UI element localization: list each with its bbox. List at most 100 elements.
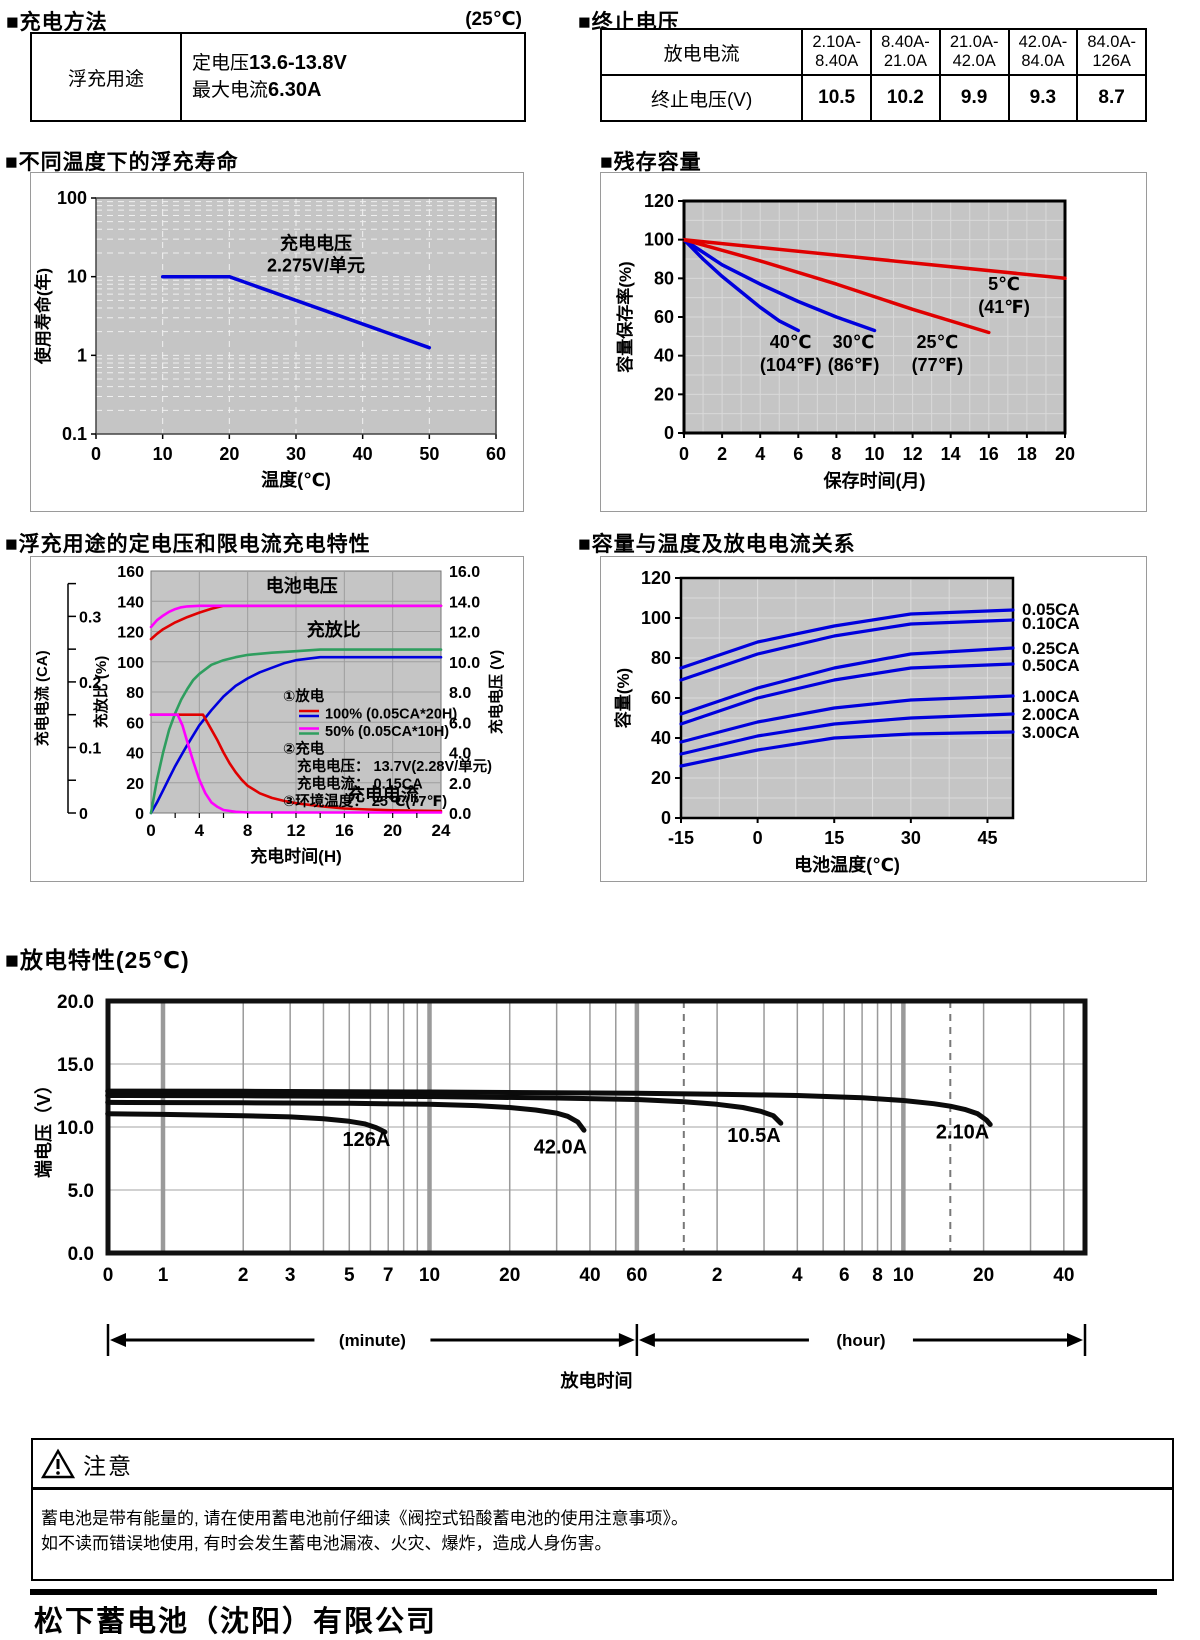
svg-text:40: 40 [651, 728, 671, 748]
svg-text:8: 8 [872, 1265, 883, 1286]
svg-text:5.0: 5.0 [68, 1181, 94, 1202]
svg-text:20: 20 [1055, 444, 1075, 464]
svg-text:6: 6 [839, 1265, 850, 1286]
svg-text:①放电: ①放电 [283, 687, 325, 705]
svg-text:45: 45 [977, 828, 997, 848]
svg-text:50% (0.05CA*10H): 50% (0.05CA*10H) [325, 724, 449, 740]
svg-text:10.0: 10.0 [57, 1118, 94, 1139]
svg-text:30: 30 [286, 444, 306, 464]
svg-text:20: 20 [219, 444, 239, 464]
svg-text:(104℉): (104℉) [760, 355, 822, 375]
capacity-temperature-chart-box: 0.05CA 0.10CA 0.25CA 0.50CA 1.00CA 2.00CA 3.00… [600, 556, 1147, 882]
svg-text:20: 20 [126, 776, 144, 793]
svg-text:80: 80 [651, 648, 671, 668]
charging-method-table: 浮充用途 定电压13.6-13.8V 最大电流6.30A [30, 32, 526, 122]
svg-text:使用寿命(年): 使用寿命(年) [33, 268, 53, 365]
svg-text:14.0: 14.0 [449, 594, 480, 611]
svg-text:2.275V/单元: 2.275V/单元 [267, 255, 365, 276]
final-voltage-row-label: 终止电压(V) [650, 89, 753, 111]
svg-text:15.0: 15.0 [57, 1055, 94, 1076]
svg-text:5℃: 5℃ [988, 274, 1020, 294]
svg-text:7: 7 [383, 1265, 394, 1286]
svg-text:0.05CA: 0.05CA [1022, 600, 1080, 619]
svg-text:充电电压: 充电电压 [280, 233, 352, 254]
caution-line1: 蓄电池是带有能量的, 请在使用蓄电池前仔细读《阀控式铅酸蓄电池的使用注意事项》。 [41, 1509, 688, 1528]
temp-note: (25℃) [465, 9, 522, 30]
svg-text:2: 2 [717, 444, 727, 464]
svg-text:100: 100 [57, 188, 87, 208]
residual-capacity-chart-box: 40℃ (104℉) 30℃ (86℉) 25℃ (77℉) 5℃ (41℉) 0 20 40 60 8… [600, 172, 1147, 512]
svg-text:充放比: 充放比 [307, 619, 361, 640]
svg-text:10: 10 [153, 444, 173, 464]
svg-text:12.0: 12.0 [449, 625, 480, 642]
svg-text:120: 120 [117, 625, 144, 642]
svg-text:1: 1 [77, 345, 87, 365]
svg-text:4.0: 4.0 [449, 746, 471, 763]
svg-text:充电电压： 13.7V(2.28V/单元): 充电电压： 13.7V(2.28V/单元) [297, 757, 492, 775]
svg-text:4: 4 [195, 821, 205, 840]
svg-text:16.0: 16.0 [449, 564, 480, 581]
charging-row-label: 浮充用途 [32, 34, 182, 120]
svg-text:0.0: 0.0 [68, 1244, 94, 1265]
svg-text:0.1: 0.1 [62, 424, 87, 444]
svg-text:20.0: 20.0 [57, 992, 94, 1013]
caution-header: 注意 [33, 1440, 1172, 1490]
svg-text:4: 4 [755, 444, 765, 464]
final-voltage-value: 9.3 [1007, 76, 1077, 120]
svg-text:80: 80 [126, 685, 144, 702]
svg-text:100: 100 [641, 608, 671, 628]
svg-text:10.0: 10.0 [449, 655, 480, 672]
svg-text:10: 10 [893, 1265, 914, 1286]
svg-text:40℃: 40℃ [770, 332, 812, 352]
svg-text:0: 0 [679, 444, 689, 464]
final-voltage-value: 10.5 [801, 76, 870, 120]
svg-text:40: 40 [1053, 1265, 1074, 1286]
svg-text:2.10A: 2.10A [936, 1121, 989, 1143]
discharge-title: ■放电特性(25℃) [5, 947, 190, 973]
svg-text:2.0: 2.0 [449, 776, 471, 793]
svg-text:1.00CA: 1.00CA [1022, 687, 1080, 706]
caution-body: 蓄电池是带有能量的, 请在使用蓄电池前仔细读《阀控式铅酸蓄电池的使用注意事项》。… [33, 1490, 1172, 1556]
svg-text:40: 40 [126, 746, 144, 763]
svg-text:16: 16 [335, 821, 354, 840]
svg-text:8.0: 8.0 [449, 685, 471, 702]
svg-text:4: 4 [792, 1265, 803, 1286]
svg-text:充放比 (%): 充放比 (%) [92, 656, 110, 729]
svg-text:126A: 126A [343, 1129, 391, 1151]
svg-text:20: 20 [654, 384, 674, 404]
svg-text:充电电压 (V): 充电电压 (V) [487, 650, 505, 734]
warning-icon [41, 1448, 75, 1478]
svg-text:电池温度(℃): 电池温度(℃) [794, 854, 900, 875]
svg-text:0.1: 0.1 [79, 740, 101, 757]
svg-text:50: 50 [419, 444, 439, 464]
svg-text:保存时间(月): 保存时间(月) [823, 470, 926, 491]
table-row: 放电电流 2.10A- 8.40A 8.40A- 21.0A 21.0A- 42.0A… [602, 30, 1145, 76]
svg-text:160: 160 [117, 564, 144, 581]
svg-text:-15: -15 [668, 828, 694, 848]
svg-text:10: 10 [864, 444, 884, 464]
svg-text:20: 20 [499, 1265, 520, 1286]
svg-text:100: 100 [117, 655, 144, 672]
svg-text:100% (0.05CA*20H): 100% (0.05CA*20H) [325, 707, 457, 723]
svg-text:16: 16 [979, 444, 999, 464]
svg-text:(minute): (minute) [339, 1331, 406, 1350]
svg-text:电池电压: 电池电压 [266, 575, 338, 596]
svg-text:20: 20 [973, 1265, 994, 1286]
svg-text:5: 5 [344, 1265, 355, 1286]
svg-text:30: 30 [901, 828, 921, 848]
float-life-chart: 100 10 1 0.10 10 20 30 40 50 60 温度(℃) 使用寿命(年) 充电电压2.… [33, 188, 506, 490]
svg-text:40: 40 [353, 444, 373, 464]
svg-text:0: 0 [146, 821, 155, 840]
svg-text:10: 10 [419, 1265, 440, 1286]
svg-text:20: 20 [383, 821, 402, 840]
svg-text:0.50CA: 0.50CA [1022, 656, 1080, 675]
svg-text:24: 24 [432, 821, 451, 840]
residual-capacity-chart: 40℃(104℉)30℃(86℉)25℃(77℉)5℃(41℉)02040608… [615, 191, 1075, 491]
float-life-chart-box: 100 10 1 0.1 0 10 20 30 40 50 60 温度(℃) 使用寿命(年) 充电电压 2.… [30, 172, 524, 512]
svg-text:6.0: 6.0 [449, 715, 471, 732]
footer-company: 松下蓄电池（沈阳）有限公司 [34, 1606, 438, 1638]
footer-divider [30, 1589, 1157, 1595]
svg-text:3: 3 [285, 1265, 296, 1286]
capacity-temperature-title: ■容量与温度及放电电流关系 [578, 533, 856, 556]
